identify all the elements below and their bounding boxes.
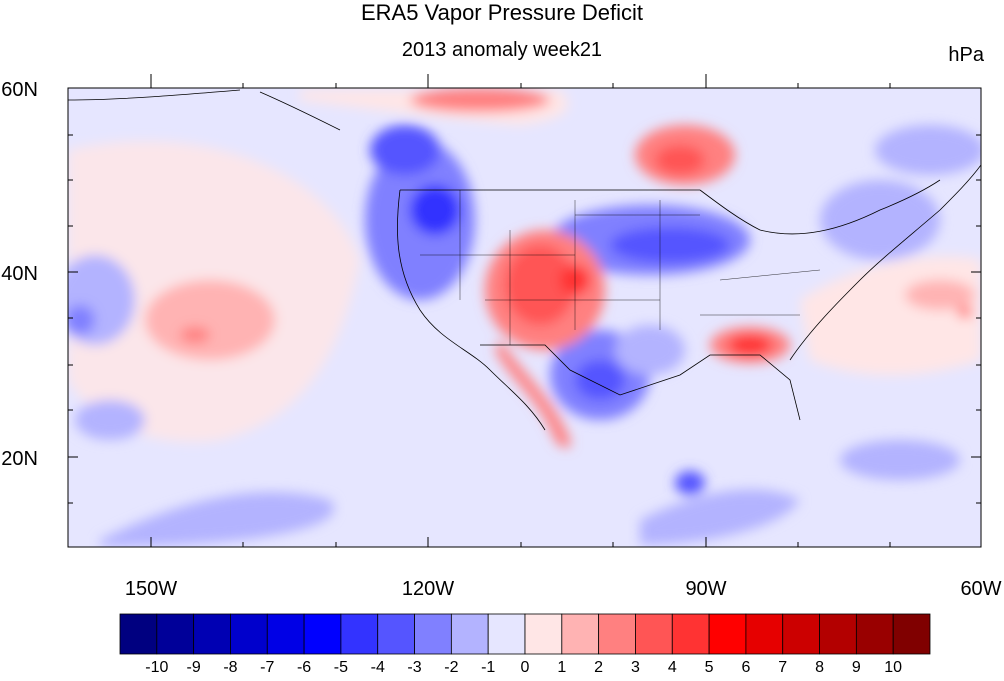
lat-label-60n: 60N <box>1 79 38 101</box>
lon-label-150w: 150W <box>125 578 177 600</box>
colorbar-swatch <box>708 613 747 655</box>
lon-label-60w: 60W <box>960 578 1001 600</box>
colorbar-label: 6 <box>741 659 750 676</box>
anomaly-field <box>68 88 981 547</box>
colorbar-swatch <box>487 613 526 655</box>
colorbar-label: -7 <box>260 659 274 676</box>
colorbar-swatch <box>230 613 268 655</box>
colorbar-label: 9 <box>852 659 861 676</box>
colorbar-swatch <box>414 613 452 655</box>
lon-label-90w: 90W <box>685 578 726 600</box>
colorbar-swatch <box>340 613 379 655</box>
colorbar-swatch <box>598 613 636 655</box>
colorbar-swatch <box>524 613 563 655</box>
colorbar-swatch <box>561 613 600 655</box>
colorbar-label: 0 <box>521 659 530 676</box>
colorbar-swatch <box>671 613 710 655</box>
map-title: ERA5 Vapor Pressure Deficit <box>360 0 644 25</box>
colorbar-swatch <box>450 613 489 655</box>
colorbar-label: 1 <box>557 659 566 676</box>
colorbar-label: 8 <box>815 659 824 676</box>
colorbar-label: -5 <box>334 659 348 676</box>
colorbar-swatch <box>266 613 305 655</box>
colorbar-label: 7 <box>778 659 787 676</box>
lat-label-40n: 40N <box>1 263 38 285</box>
colorbar-label: 4 <box>668 659 677 676</box>
colorbar-swatch <box>303 613 342 655</box>
colorbar-label: -2 <box>444 659 458 676</box>
colorbar-label: 3 <box>631 659 640 676</box>
colorbar-swatch <box>635 613 673 655</box>
colorbar-labels: -10 -9 -8 -7 -6 -5 -4 -3 -2 -1 0 1 2 3 4 5 6 7 8 9 10 <box>145 659 902 676</box>
colorbar-swatch <box>819 613 857 655</box>
colorbar-swatch <box>156 613 195 655</box>
colorbar-swatch <box>193 613 231 655</box>
colorbar-swatch <box>377 613 415 655</box>
units-label: hPa <box>948 44 984 66</box>
colorbar-swatch <box>119 613 158 655</box>
colorbar-label: -10 <box>145 659 168 676</box>
colorbar-label: -8 <box>223 659 237 676</box>
colorbar-swatch <box>782 613 820 655</box>
colorbar-label: -3 <box>407 659 421 676</box>
colorbar-label: 10 <box>884 659 902 676</box>
lon-label-120w: 120W <box>402 578 454 600</box>
colorbar-swatch <box>745 613 784 655</box>
colorbar <box>119 613 931 655</box>
colorbar-label: 2 <box>594 659 603 676</box>
axis-ticks <box>68 74 982 547</box>
map-subtitle: 2013 anomaly week21 <box>401 39 603 61</box>
colorbar-swatch <box>855 613 894 655</box>
colorbar-label: 5 <box>705 659 714 676</box>
colorbar-swatch <box>892 613 931 655</box>
colorbar-label: -4 <box>371 659 385 676</box>
colorbar-label: -9 <box>187 659 201 676</box>
colorbar-label: -6 <box>297 659 311 676</box>
colorbar-label: -1 <box>481 659 495 676</box>
lat-label-20n: 20N <box>1 448 38 470</box>
